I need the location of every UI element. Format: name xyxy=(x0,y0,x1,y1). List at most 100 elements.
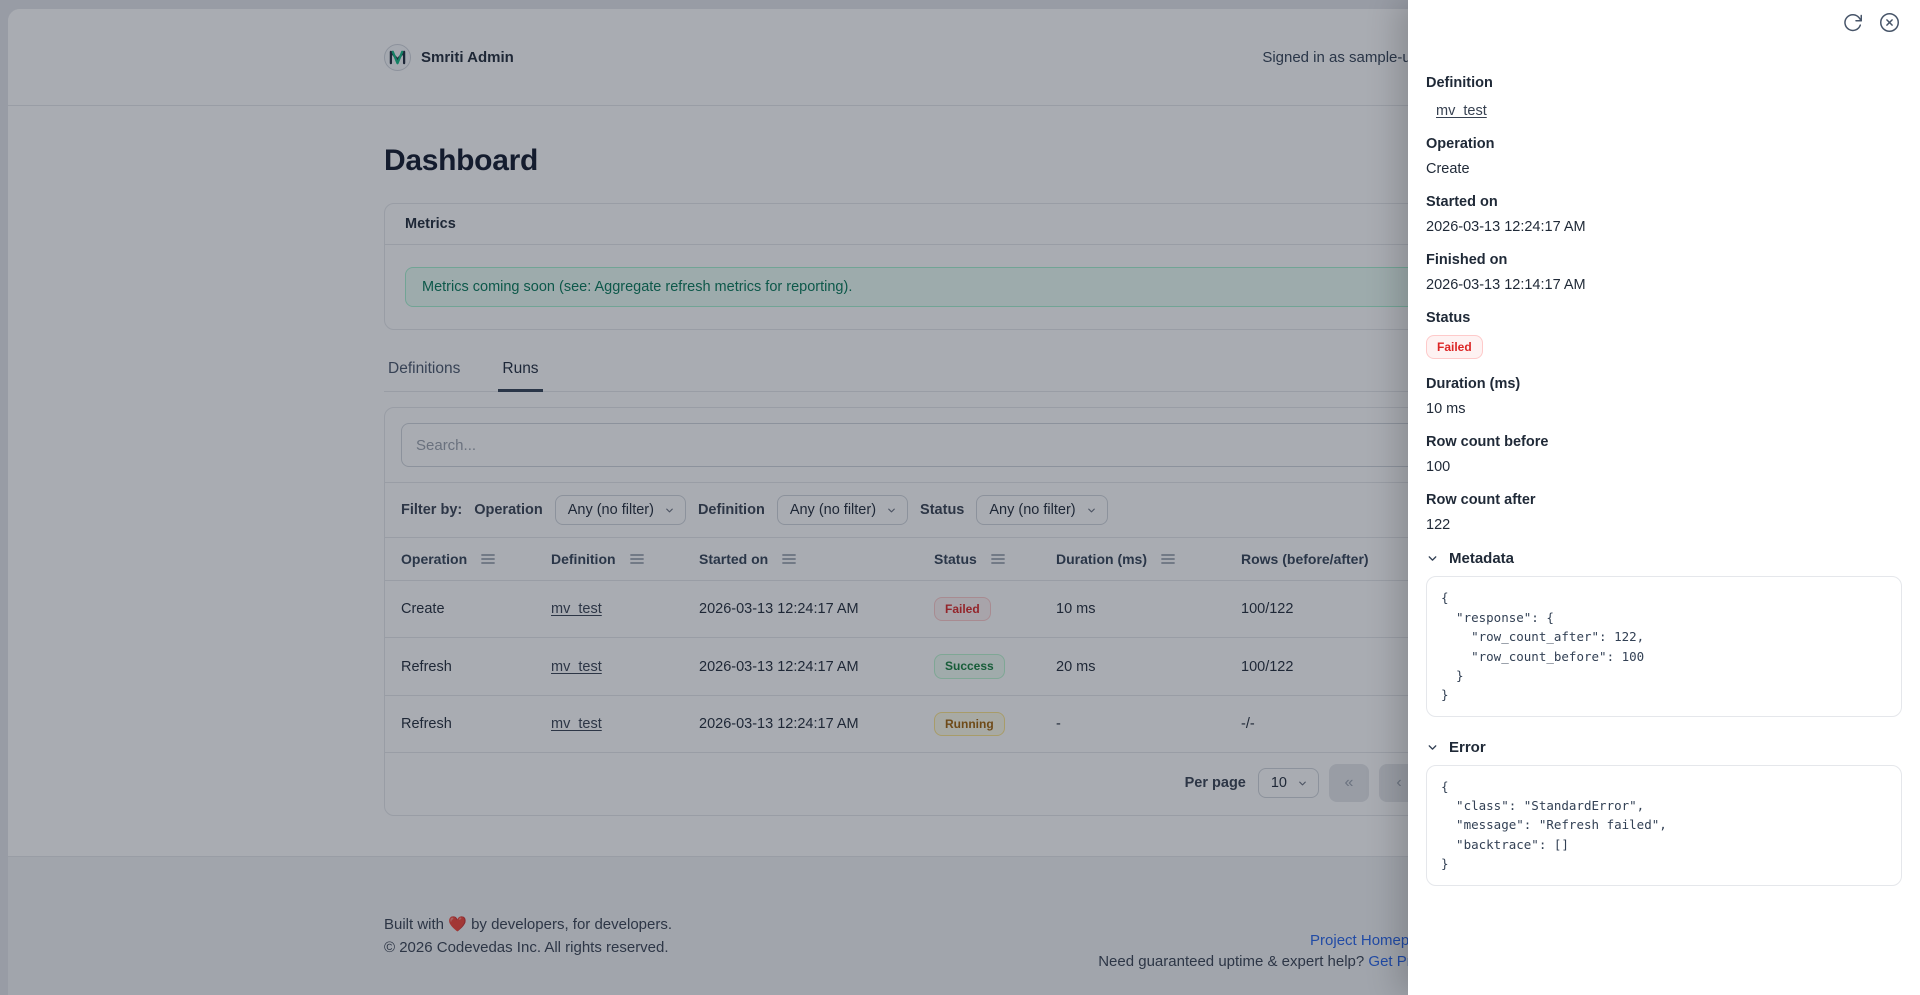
operation-field: Operation Create xyxy=(1426,136,1902,177)
heart-icon: ❤️ xyxy=(448,915,467,933)
operation-label: Operation xyxy=(1426,136,1495,152)
metrics-card-title: Metrics xyxy=(405,216,456,232)
definition-link[interactable]: mv_test xyxy=(551,658,602,675)
definition-link[interactable]: mv_test xyxy=(1436,103,1487,119)
operation-filter-value: Any (no filter) xyxy=(567,502,654,518)
chevron-down-icon xyxy=(1428,556,1437,562)
row-count-before-field: Row count before 100 xyxy=(1426,434,1902,475)
sort-icon[interactable] xyxy=(990,553,1005,565)
page-title: Dashboard xyxy=(384,144,538,177)
metadata-title: Metadata xyxy=(1449,550,1515,568)
col-duration[interactable]: Duration (ms) xyxy=(1040,537,1225,581)
col-started-on[interactable]: Started on xyxy=(683,537,918,581)
project-homepage-link[interactable]: Project Homepage xyxy=(1310,931,1435,949)
built-with-line: Built with ❤️ by developers, for develop… xyxy=(384,915,673,933)
started-on-value: 2026-03-13 12:24:17 AM xyxy=(1426,219,1586,235)
panel-content: Definition mv_test Operation Create Star… xyxy=(1426,75,1902,886)
sort-icon[interactable] xyxy=(782,553,797,565)
tab-definitions[interactable]: Definitions xyxy=(388,360,461,377)
cell-started-on: 2026-03-13 12:24:17 AM xyxy=(683,580,918,639)
row-count-after-field: Row count after 122 xyxy=(1426,492,1902,533)
sort-icon[interactable] xyxy=(629,553,644,565)
row-count-before-label: Row count before xyxy=(1426,434,1549,451)
tabs: Definitions Runs xyxy=(384,360,1536,392)
run-detail-panel: Definition mv_test Operation Create Star… xyxy=(1408,0,1920,995)
error-toggle[interactable]: Error xyxy=(1426,739,1902,756)
metrics-card-header: Metrics xyxy=(385,204,1535,245)
sort-icon[interactable] xyxy=(1161,553,1175,565)
cell-duration: 20 ms xyxy=(1040,637,1225,696)
chevron-down-icon xyxy=(1428,744,1437,750)
definition-link[interactable]: mv_test xyxy=(551,601,602,618)
brand-name: Smriti Admin xyxy=(421,48,514,66)
cell-operation: Refresh xyxy=(385,695,535,754)
finished-on-value: 2026-03-13 12:14:17 AM xyxy=(1426,277,1586,293)
operation-filter-select[interactable]: Any (no filter) xyxy=(554,495,686,525)
per-page-select[interactable]: 10 xyxy=(1257,768,1319,799)
close-button[interactable] xyxy=(1879,12,1900,33)
chevron-down-icon xyxy=(1087,508,1095,512)
cell-started-on: 2026-03-13 12:24:17 AM xyxy=(683,637,918,696)
definition-filter-select[interactable]: Any (no filter) xyxy=(776,495,909,525)
duration-field: Duration (ms) 10 ms xyxy=(1426,376,1902,417)
filter-definition-label: Definition xyxy=(697,502,765,518)
finished-on-label: Finished on xyxy=(1426,252,1508,268)
cell-duration: 10 ms xyxy=(1040,580,1225,639)
smriti-logo-icon xyxy=(384,43,411,71)
metadata-json: { "response": { "row_count_after": 122, … xyxy=(1426,576,1902,717)
panel-toolbar xyxy=(1426,12,1902,33)
error-title: Error xyxy=(1449,738,1486,756)
close-icon xyxy=(1880,13,1899,32)
status-filter-value: Any (no filter) xyxy=(989,502,1076,518)
cell-operation: Refresh xyxy=(385,637,535,696)
chevron-down-icon xyxy=(888,508,895,512)
status-badge: Success xyxy=(934,654,1005,679)
metadata-section: Metadata { "response": { "row_count_afte… xyxy=(1426,550,1902,717)
filter-operation-label: Operation xyxy=(474,502,543,518)
table-row[interactable]: Refresh mv_test 2026-03-13 12:24:17 AM S… xyxy=(385,637,1535,696)
filter-status-label: Status xyxy=(920,502,965,518)
status-badge: Running xyxy=(934,711,1005,737)
col-status[interactable]: Status xyxy=(918,537,1040,581)
cell-operation: Create xyxy=(385,580,535,639)
metadata-toggle[interactable]: Metadata xyxy=(1426,550,1902,567)
row-count-before-value: 100 xyxy=(1426,459,1451,476)
definition-link[interactable]: mv_test xyxy=(551,715,602,732)
status-badge: Failed xyxy=(1426,335,1483,360)
metrics-card: Metrics Metrics coming soon (see: Aggreg… xyxy=(384,203,1536,330)
brand: Smriti Admin xyxy=(384,43,514,71)
copyright-line: © 2026 Codevedas Inc. All rights reserve… xyxy=(384,938,669,956)
col-definition[interactable]: Definition xyxy=(535,537,683,581)
duration-label: Duration (ms) xyxy=(1426,376,1521,393)
refresh-button[interactable] xyxy=(1842,12,1863,33)
started-on-label: Started on xyxy=(1426,194,1498,210)
chevron-down-icon xyxy=(1299,781,1306,786)
row-count-after-value: 122 xyxy=(1426,517,1451,534)
table-row[interactable]: Create mv_test 2026-03-13 12:24:17 AM Fa… xyxy=(385,580,1535,639)
chevron-down-icon xyxy=(666,508,673,512)
metrics-card-body: Metrics coming soon (see: Aggregate refr… xyxy=(385,245,1535,329)
modal-overlay[interactable] xyxy=(0,0,1408,995)
first-page-button[interactable]: « xyxy=(1329,764,1369,803)
search-input[interactable] xyxy=(401,423,1519,467)
sort-icon[interactable] xyxy=(481,553,496,565)
filter-by-label: Filter by: xyxy=(401,502,463,518)
status-label: Status xyxy=(1426,310,1471,326)
col-operation[interactable]: Operation xyxy=(385,537,535,581)
cell-duration: - xyxy=(1040,695,1225,754)
tab-runs[interactable]: Runs xyxy=(498,360,543,392)
footer-left: Built with ❤️ by developers, for develop… xyxy=(384,913,672,960)
definition-field: Definition mv_test xyxy=(1426,75,1902,119)
refresh-icon xyxy=(1844,13,1862,32)
duration-value: 10 ms xyxy=(1426,401,1466,418)
status-filter-select[interactable]: Any (no filter) xyxy=(976,495,1108,525)
definition-label: Definition xyxy=(1426,75,1493,91)
definition-filter-value: Any (no filter) xyxy=(789,502,877,518)
per-page-value: 10 xyxy=(1270,775,1287,792)
filter-row: Filter by: Operation Any (no filter) Def… xyxy=(385,483,1535,537)
finished-on-field: Finished on 2026-03-13 12:14:17 AM xyxy=(1426,252,1902,293)
row-count-after-label: Row count after xyxy=(1426,492,1536,509)
cell-started-on: 2026-03-13 12:24:17 AM xyxy=(683,695,918,754)
search-wrap xyxy=(385,408,1535,483)
error-section: Error { "class": "StandardError", "messa… xyxy=(1426,739,1902,886)
